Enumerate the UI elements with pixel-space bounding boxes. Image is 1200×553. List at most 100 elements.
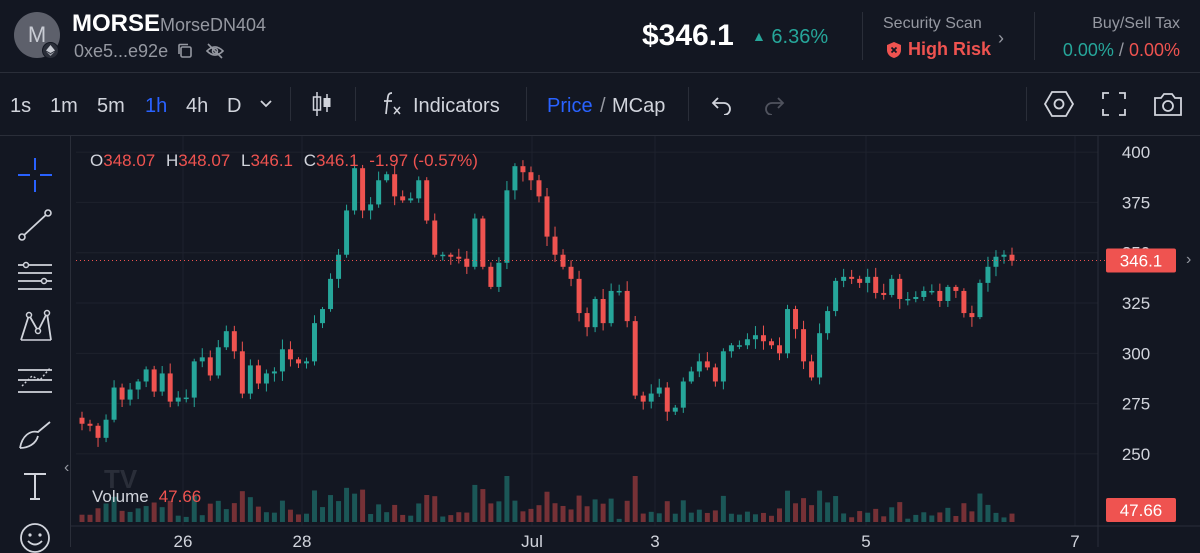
volume-bar [424, 494, 430, 522]
candle-body [937, 290, 943, 301]
security-scan-status[interactable]: High Risk [886, 39, 991, 60]
volume-bar [159, 507, 165, 522]
undo-icon[interactable] [708, 93, 734, 115]
candle-body [199, 357, 205, 362]
candle-body [223, 331, 229, 348]
candle-body [640, 395, 646, 402]
candle-body [809, 361, 815, 378]
volume-bar [720, 495, 726, 522]
camera-snapshot-icon[interactable] [1152, 90, 1184, 118]
collapse-left-icon[interactable]: ‹ [64, 459, 69, 476]
crosshair-icon[interactable] [16, 156, 54, 194]
chevron-right-icon[interactable]: › [998, 28, 1004, 48]
candle-body [720, 351, 726, 382]
text-tool-icon[interactable] [16, 471, 54, 501]
volume-bar [295, 514, 301, 522]
expand-right-icon[interactable]: › [1186, 251, 1191, 268]
volume-bar [881, 516, 887, 522]
buy-tax: 0.00% [1062, 40, 1114, 60]
candle-body [881, 292, 887, 295]
candle-body [712, 367, 718, 382]
ohlc-change: -1.97 (-0.57%) [369, 151, 478, 170]
indicators-fx-icon[interactable] [380, 90, 404, 118]
candle-body [873, 276, 879, 293]
volume-bar [913, 514, 919, 522]
volume-bar [456, 512, 462, 522]
volume-bar [664, 501, 670, 522]
y-tick-label: 250 [1122, 445, 1150, 464]
candle-body [841, 276, 847, 281]
chevron-down-icon[interactable] [259, 99, 273, 109]
sell-tax: 0.00% [1128, 40, 1180, 60]
price-toggle[interactable]: Price [547, 95, 593, 117]
candlestick-type-icon[interactable] [310, 90, 334, 118]
candle-body [648, 393, 654, 402]
security-scan-label: Security Scan [883, 15, 982, 32]
timeframe-d[interactable]: D [227, 95, 242, 117]
volume-bar [696, 509, 702, 522]
volume-bar [953, 516, 959, 522]
candle-body [352, 168, 358, 211]
candle-body [1009, 254, 1015, 261]
candle-body [905, 298, 911, 301]
volume-bar [624, 500, 630, 522]
timeframe-1h[interactable]: 1h [145, 95, 168, 117]
contract-address[interactable]: 0xe5...e92e [74, 41, 169, 61]
grid [76, 136, 1098, 526]
pattern-icon[interactable] [16, 309, 54, 345]
candle-body [785, 309, 791, 354]
hide-eye-icon[interactable] [205, 42, 225, 60]
trend-line-icon[interactable] [16, 208, 54, 242]
volume-bar [817, 490, 823, 522]
ohlc-low: 346.1 [250, 151, 293, 170]
volume-bar [328, 495, 334, 522]
volume-bar [255, 506, 261, 522]
ohlc-c-label: C [304, 151, 316, 170]
volume-bar [279, 500, 285, 522]
volume-bar [199, 515, 205, 522]
copy-icon[interactable] [176, 42, 194, 60]
candle-body [328, 278, 334, 310]
indicators-button[interactable]: Indicators [413, 95, 500, 117]
candle-body [167, 373, 173, 402]
timeframe-1m[interactable]: 1m [50, 95, 78, 117]
volume-bar [552, 503, 558, 522]
avatar-letter: M [27, 22, 47, 47]
volume-bar [688, 512, 694, 522]
brush-icon[interactable] [16, 418, 54, 452]
volume-bar [873, 508, 879, 522]
y-tick-label: 375 [1122, 193, 1150, 212]
horizontal-lines-icon[interactable] [16, 261, 54, 293]
candle-body [448, 254, 454, 257]
timeframe-1s[interactable]: 1s [10, 95, 32, 117]
volume-bar [480, 489, 486, 522]
redo-icon[interactable] [762, 93, 788, 115]
candle-body [969, 313, 975, 318]
timeframe-5m[interactable]: 5m [97, 95, 125, 117]
candle-body [624, 290, 630, 322]
candle-body [504, 190, 510, 263]
volume-bar [937, 512, 943, 522]
fullscreen-icon[interactable] [1101, 91, 1127, 117]
timeframe-4h[interactable]: 4h [186, 95, 209, 117]
volume-label: Volume [92, 487, 149, 506]
volume-bar [897, 502, 903, 522]
candle-body [175, 397, 181, 402]
volume-bar [584, 506, 590, 522]
settings-hexagon-icon[interactable] [1043, 89, 1075, 119]
candle-body [456, 256, 462, 259]
mcap-toggle[interactable]: MCap [612, 95, 666, 117]
candle-body [295, 359, 301, 364]
candle-body [744, 339, 750, 346]
volume-bar [392, 504, 398, 522]
candle-body [384, 174, 390, 181]
token-avatar: M [14, 12, 60, 59]
volume-bar [600, 503, 606, 522]
candle-body [111, 387, 117, 420]
volume-bar [303, 513, 309, 522]
volume-bar [656, 513, 662, 522]
volume-tag-label: 47.66 [1120, 501, 1163, 520]
forecast-icon[interactable] [16, 364, 54, 398]
volume-bar [119, 510, 125, 522]
